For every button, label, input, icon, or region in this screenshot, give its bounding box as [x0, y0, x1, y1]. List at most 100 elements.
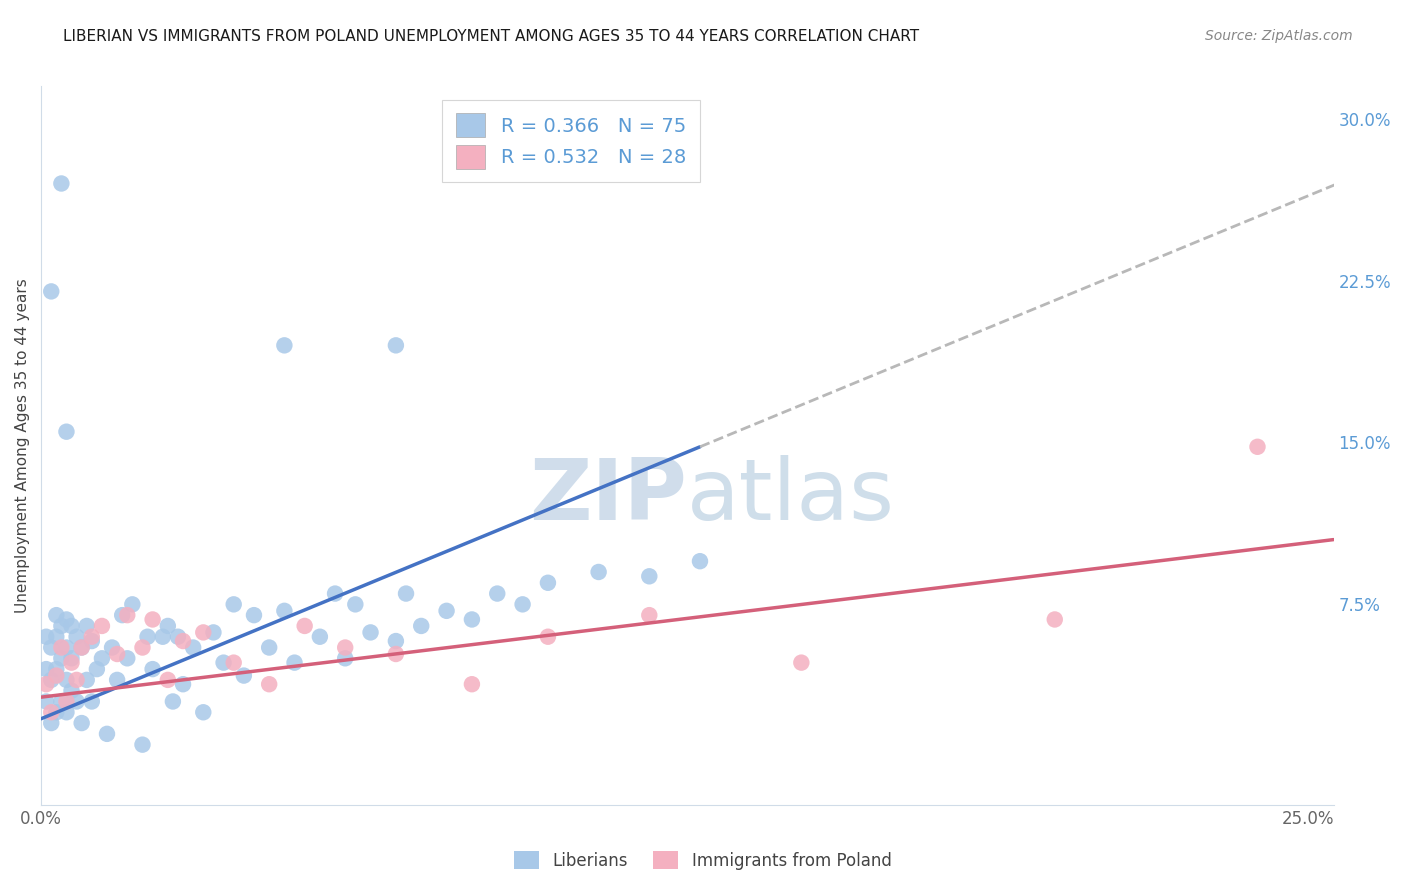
Point [65, 673, 87, 687]
Point [181, 640, 204, 655]
Point [55, 706, 77, 720]
Point [638, 569, 661, 583]
Point [55, 640, 77, 655]
Point [222, 656, 245, 670]
Point [55, 694, 77, 708]
Point [55, 612, 77, 626]
Point [35, 662, 58, 676]
Point [101, 640, 124, 655]
Point [60, 619, 83, 633]
Point [60, 683, 83, 698]
Point [257, 640, 280, 655]
Point [588, 565, 610, 579]
Point [222, 598, 245, 612]
Point [45, 668, 67, 682]
Point [35, 694, 58, 708]
Point [35, 630, 58, 644]
Point [142, 662, 165, 676]
Point [537, 630, 560, 644]
Point [537, 575, 560, 590]
Point [193, 625, 215, 640]
Point [45, 706, 67, 720]
Point [193, 706, 215, 720]
Point [96, 727, 118, 741]
Point [70, 640, 93, 655]
Point [90, 619, 112, 633]
Point [202, 625, 225, 640]
Point [461, 677, 484, 691]
Point [60, 651, 83, 665]
Point [39, 673, 62, 687]
Point [131, 640, 153, 655]
Point [39, 706, 62, 720]
Legend: R = 0.366   N = 75, R = 0.532   N = 28: R = 0.366 N = 75, R = 0.532 N = 28 [443, 100, 700, 182]
Point [136, 630, 159, 644]
Point [51, 177, 73, 191]
Point [638, 608, 661, 623]
Point [76, 619, 98, 633]
Point [273, 338, 295, 352]
Point [39, 640, 62, 655]
Point [323, 586, 346, 600]
Point [335, 640, 357, 655]
Point [360, 625, 382, 640]
Point [105, 647, 128, 661]
Point [76, 673, 98, 687]
Legend: Liberians, Immigrants from Poland: Liberians, Immigrants from Poland [508, 845, 898, 877]
Point [51, 651, 73, 665]
Point [35, 677, 58, 691]
Point [45, 630, 67, 644]
Point [156, 619, 179, 633]
Point [60, 656, 83, 670]
Point [172, 677, 194, 691]
Point [45, 662, 67, 676]
Point [51, 694, 73, 708]
Point [86, 662, 108, 676]
Point [39, 716, 62, 731]
Point [395, 586, 418, 600]
Point [411, 619, 433, 633]
Point [156, 673, 179, 687]
Point [308, 630, 330, 644]
Point [273, 604, 295, 618]
Point [80, 634, 103, 648]
Point [257, 677, 280, 691]
Point [111, 608, 134, 623]
Point [65, 694, 87, 708]
Point [167, 630, 190, 644]
Point [90, 651, 112, 665]
Text: Source: ZipAtlas.com: Source: ZipAtlas.com [1205, 29, 1353, 43]
Point [117, 608, 139, 623]
Point [790, 656, 813, 670]
Point [70, 640, 93, 655]
Point [51, 619, 73, 633]
Point [65, 630, 87, 644]
Point [55, 425, 77, 439]
Text: LIBERIAN VS IMMIGRANTS FROM POLAND UNEMPLOYMENT AMONG AGES 35 TO 44 YEARS CORREL: LIBERIAN VS IMMIGRANTS FROM POLAND UNEMP… [63, 29, 920, 44]
Point [689, 554, 711, 568]
Point [70, 716, 93, 731]
Point [512, 598, 534, 612]
Point [232, 668, 254, 682]
Point [80, 694, 103, 708]
Point [55, 673, 77, 687]
Point [243, 608, 266, 623]
Point [283, 656, 305, 670]
Point [39, 285, 62, 299]
Point [486, 586, 509, 600]
Point [162, 694, 184, 708]
Point [142, 612, 165, 626]
Point [385, 338, 408, 352]
Point [172, 634, 194, 648]
Point [1246, 440, 1268, 454]
Y-axis label: Unemployment Among Ages 35 to 44 years: Unemployment Among Ages 35 to 44 years [15, 278, 30, 613]
Point [51, 640, 73, 655]
Point [105, 673, 128, 687]
Text: atlas: atlas [688, 455, 896, 538]
Point [461, 612, 484, 626]
Point [436, 604, 458, 618]
Point [385, 634, 408, 648]
Point [344, 598, 367, 612]
Point [212, 656, 235, 670]
Point [152, 630, 174, 644]
